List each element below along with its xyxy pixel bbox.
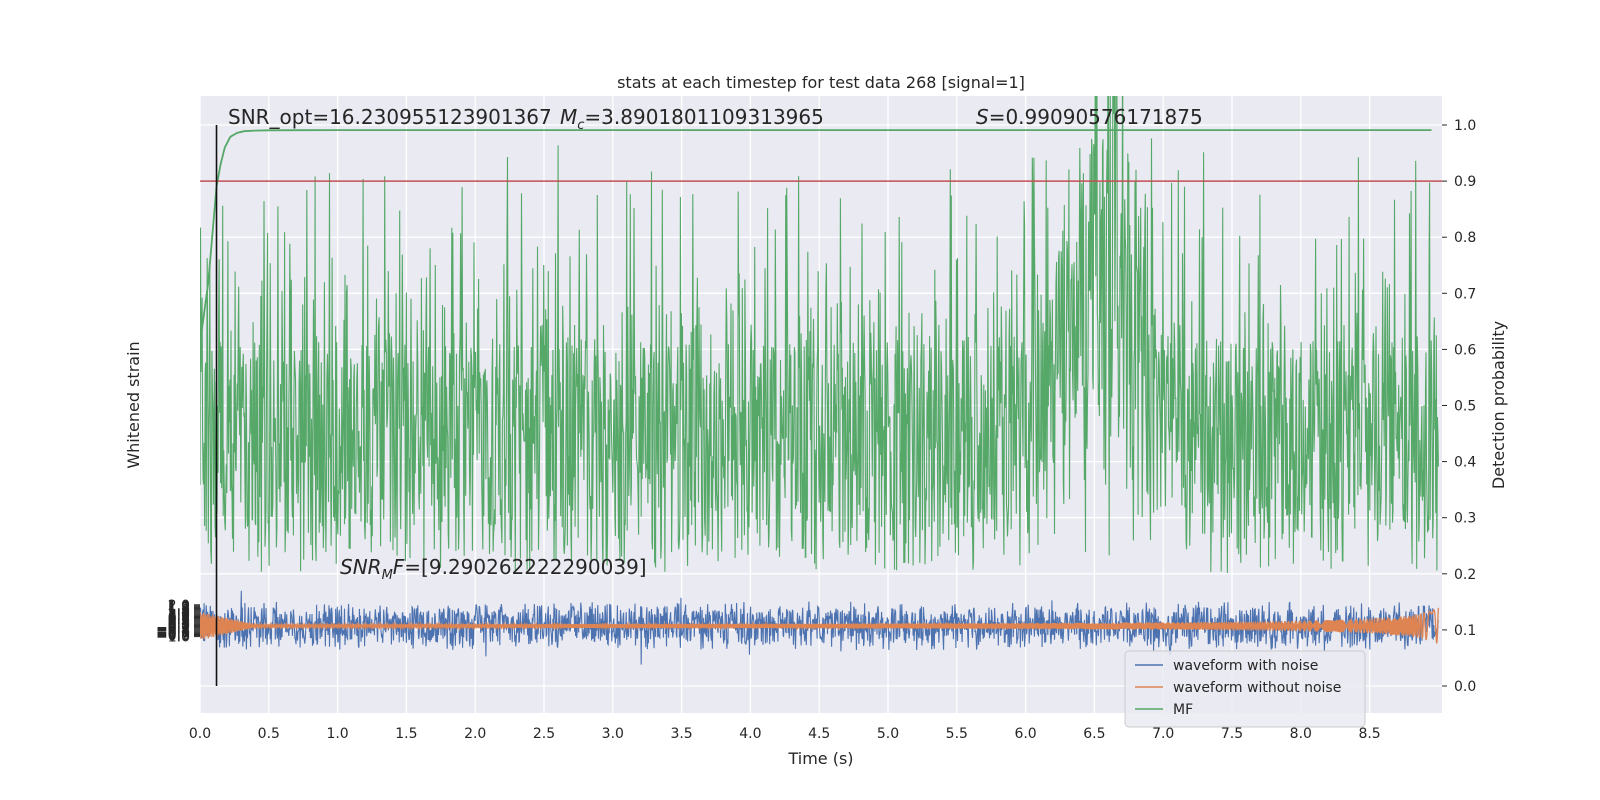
x-tick-label: 2.0 <box>464 726 486 742</box>
left-tick-label: 1.5 <box>168 603 190 619</box>
left-tick-label: 1.4 <box>168 604 190 620</box>
left-tick-label: 0.8 <box>168 611 190 627</box>
left-tick-label: 1.6 <box>168 602 190 618</box>
snr-mf-subscript: M <box>382 568 393 583</box>
right-tick-label: 0.3 <box>1454 511 1476 527</box>
left-tick-label: −0.9 <box>156 629 190 645</box>
x-tick-label: 8.5 <box>1358 726 1380 742</box>
right-tick-label: 0.5 <box>1454 399 1476 415</box>
x-tick-label: 4.5 <box>808 726 830 742</box>
x-tick-label: 0.0 <box>189 726 211 742</box>
left-tick-label: −0.5 <box>156 624 190 640</box>
x-tick-label: 3.0 <box>602 726 624 742</box>
legend: waveform with noise waveform without nois… <box>1124 650 1366 728</box>
snr-mf-annotation: SNRMF=[9.290262222290039] <box>340 555 647 583</box>
right-tick-label: 0.7 <box>1454 286 1476 302</box>
y-axis-label-left: Whitened strain <box>124 341 143 468</box>
x-tick-label: 1.0 <box>326 726 348 742</box>
x-tick-label: 3.5 <box>670 726 692 742</box>
detection-probability-line <box>200 129 1432 344</box>
s-annotation: S=0.99090576171875 <box>976 105 1203 129</box>
x-tick-label: 8.0 <box>1290 726 1312 742</box>
left-tick-label: 0.6 <box>168 613 190 629</box>
right-tick-label: 0.2 <box>1454 567 1476 583</box>
left-tick-label: 2.0 <box>168 598 190 614</box>
left-tick-label: −1.0 <box>156 630 190 646</box>
left-tick-label: 0.9 <box>168 609 190 625</box>
x-axis-label: Time (s) <box>787 749 853 768</box>
right-tick-label: 0.1 <box>1454 623 1476 639</box>
left-tick-label: 0.4 <box>168 615 190 631</box>
legend-box <box>1124 650 1366 728</box>
snr-mf-subscript-2: F <box>393 555 405 579</box>
right-tick-label: 0.0 <box>1454 679 1476 695</box>
left-tick-label: 0.2 <box>168 617 190 633</box>
mc-value: =3.8901801109313965 <box>584 105 823 129</box>
right-tick-label: 0.9 <box>1454 174 1476 190</box>
legend-label: waveform without noise <box>1173 680 1341 696</box>
left-tick-label: 1.2 <box>168 606 190 622</box>
chart-title: stats at each timestep for test data 268… <box>617 73 1025 92</box>
left-tick-label: −0.6 <box>156 625 190 641</box>
snr-mf-symbol: SNR <box>340 555 382 579</box>
right-tick-label: 1.0 <box>1454 118 1476 134</box>
x-tick-label: 5.5 <box>946 726 968 742</box>
left-tick-label: −0.2 <box>156 621 190 637</box>
left-tick-label: 1.9 <box>168 599 190 615</box>
chart-marks <box>200 96 1442 686</box>
x-tick-label: 7.0 <box>1152 726 1174 742</box>
mc-symbol: M <box>560 105 577 129</box>
x-tick-label: 1.5 <box>395 726 417 742</box>
mf-series-line <box>200 96 1439 573</box>
ticks: 0.0 0.5 1.0 1.5 2.0 2.5 3.0 3.5 4.0 4.5 5.0 5.5 6.0 6… <box>156 118 1476 742</box>
x-tick-label: 0.5 <box>258 726 280 742</box>
left-tick-label: −0.7 <box>156 626 190 642</box>
x-tick-label: 6.0 <box>1014 726 1036 742</box>
left-tick-label: 0.0 <box>168 619 190 635</box>
s-value: =0.99090576171875 <box>989 105 1203 129</box>
waveform-with-noise-line <box>200 590 1439 665</box>
s-symbol: S <box>976 105 989 129</box>
left-tick-label: 1.7 <box>168 601 190 617</box>
x-tick-label: 6.5 <box>1083 726 1105 742</box>
snr-opt-annotation: SNR_opt=16.230955123901367 <box>228 105 552 129</box>
left-tick-label: −0.8 <box>156 627 190 643</box>
left-tick-label: 0.7 <box>168 612 190 628</box>
left-tick-label: −0.3 <box>156 622 190 638</box>
snr-mf-value: =[9.290262222290039] <box>404 555 646 579</box>
legend-label: MF <box>1173 702 1193 718</box>
left-tick-label: 1.3 <box>168 605 190 621</box>
left-tick-label: −0.1 <box>156 620 190 636</box>
mc-subscript: c <box>577 118 584 133</box>
x-tick-label: 2.5 <box>533 726 555 742</box>
mc-annotation: Mc=3.8901801109313965 <box>560 105 824 133</box>
left-tick-label: 0.3 <box>168 616 190 632</box>
left-tick-label: 0.5 <box>168 614 190 630</box>
left-tick-label: 1.0 <box>168 608 190 624</box>
left-tick-label: −0.4 <box>156 623 190 639</box>
legend-label: waveform with noise <box>1173 658 1318 674</box>
left-tick-label: 0.1 <box>168 618 190 634</box>
left-tick-label: 1.8 <box>168 600 190 616</box>
waveform-without-noise-line <box>200 607 1440 644</box>
right-tick-label: 0.8 <box>1454 230 1476 246</box>
x-tick-label: 5.0 <box>877 726 899 742</box>
left-tick-label: 1.1 <box>168 607 190 623</box>
x-tick-label: 7.5 <box>1221 726 1243 742</box>
right-tick-label: 0.4 <box>1454 455 1476 471</box>
right-tick-label: 0.6 <box>1454 342 1476 358</box>
y-axis-label-right: Detection probability <box>1489 321 1508 489</box>
x-tick-label: 4.0 <box>739 726 761 742</box>
